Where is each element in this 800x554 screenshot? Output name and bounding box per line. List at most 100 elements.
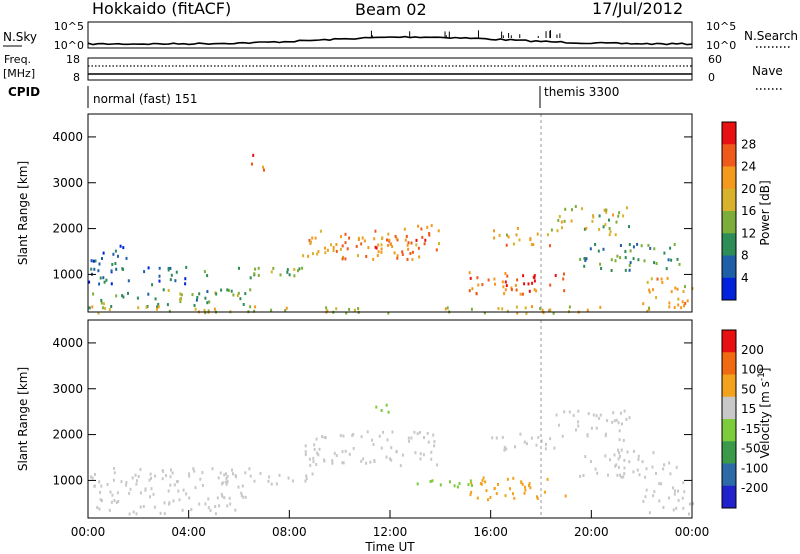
echo-cell — [217, 476, 220, 480]
echo-cell — [317, 250, 320, 254]
echo-cell — [599, 305, 602, 309]
echo-cell — [168, 501, 171, 505]
echo-cell — [658, 482, 661, 486]
echo-cell — [324, 251, 327, 255]
echo-cell — [311, 472, 314, 476]
echo-cell — [536, 495, 538, 499]
echo-cell — [158, 266, 161, 270]
echo-cell — [309, 463, 312, 467]
colorbar-tick-label: -15 — [741, 422, 761, 436]
echo-cell — [665, 267, 668, 271]
echo-cell — [224, 480, 227, 484]
echo-cell — [144, 487, 147, 491]
echo-cell — [284, 309, 287, 313]
echo-cell — [201, 484, 204, 487]
echo-cell — [662, 506, 665, 509]
echo-cell — [579, 474, 582, 478]
echo-cell — [568, 410, 571, 414]
echo-cell — [637, 454, 640, 458]
echo-cell — [344, 241, 347, 245]
echo-cell — [681, 496, 684, 500]
echo-cell — [272, 266, 275, 270]
echo-cell — [135, 482, 138, 486]
echo-cell — [645, 467, 648, 471]
echo-cell — [385, 455, 388, 459]
echo-cell — [596, 471, 599, 475]
echo-cell — [149, 495, 151, 499]
power-echo-field — [88, 153, 694, 315]
echo-cell — [406, 257, 409, 261]
echo-cell — [663, 251, 666, 255]
echo-cell — [180, 293, 183, 297]
echo-cell — [516, 227, 519, 230]
echo-cell — [603, 208, 606, 212]
colorbar-swatch — [722, 144, 736, 167]
echo-cell — [179, 297, 181, 301]
velocity-panel-frame — [87, 319, 693, 519]
echo-cell — [399, 464, 402, 468]
echo-cell — [471, 287, 474, 291]
echo-cell — [595, 426, 598, 430]
echo-cell — [495, 436, 498, 440]
echo-cell — [204, 296, 207, 300]
echo-cell — [403, 227, 406, 231]
echo-cell — [676, 287, 679, 291]
echo-cell — [470, 490, 473, 494]
echo-cell — [206, 274, 209, 278]
echo-cell — [304, 453, 307, 457]
echo-cell — [236, 294, 239, 297]
echo-cell — [675, 506, 678, 510]
echo-cell — [388, 238, 391, 242]
echo-cell — [570, 219, 573, 223]
echo-cell — [623, 472, 626, 476]
echo-cell — [129, 487, 132, 491]
echo-cell — [497, 483, 499, 486]
echo-cell — [535, 289, 538, 293]
echo-cell — [360, 435, 363, 439]
echo-cell — [615, 463, 618, 467]
echo-cell — [504, 288, 507, 292]
echo-cell — [286, 268, 289, 272]
echo-cell — [363, 239, 366, 243]
echo-cell — [658, 499, 661, 503]
echo-cell — [237, 485, 240, 489]
echo-cell — [128, 491, 131, 495]
echo-cell — [408, 439, 411, 443]
echo-cell — [115, 267, 118, 271]
colorbar-tick-label: -200 — [741, 481, 768, 495]
echo-cell — [561, 434, 564, 438]
echo-cell — [648, 306, 650, 310]
echo-cell — [613, 419, 616, 423]
echo-cell — [531, 281, 534, 285]
echo-cell — [333, 451, 336, 455]
echo-cell — [476, 276, 479, 280]
echo-cell — [214, 505, 217, 508]
echo-cell — [365, 255, 368, 258]
echo-cell — [335, 243, 338, 246]
echo-cell — [543, 490, 546, 494]
search-tick-bottom: 10^0 — [706, 39, 736, 52]
echo-cell — [677, 297, 680, 301]
echo-cell — [562, 277, 565, 281]
echo-cell — [125, 483, 127, 487]
echo-cell — [367, 246, 370, 250]
echo-cell — [227, 288, 230, 292]
echo-cell — [564, 207, 567, 211]
echo-cell — [405, 235, 408, 238]
echo-cell — [678, 262, 681, 266]
echo-cell — [209, 509, 212, 512]
echo-cell — [549, 283, 552, 287]
echo-cell — [503, 445, 506, 449]
echo-cell — [594, 243, 597, 246]
echo-cell — [262, 165, 265, 169]
echo-cell — [330, 243, 332, 247]
echo-cell — [346, 247, 349, 251]
echo-cell — [661, 281, 664, 284]
echo-cell — [332, 249, 335, 252]
echo-cell — [116, 491, 119, 495]
echo-cell — [483, 311, 486, 315]
echo-cell — [590, 460, 592, 463]
echo-cell — [279, 273, 282, 277]
echo-cell — [692, 502, 694, 506]
echo-cell — [557, 423, 560, 427]
